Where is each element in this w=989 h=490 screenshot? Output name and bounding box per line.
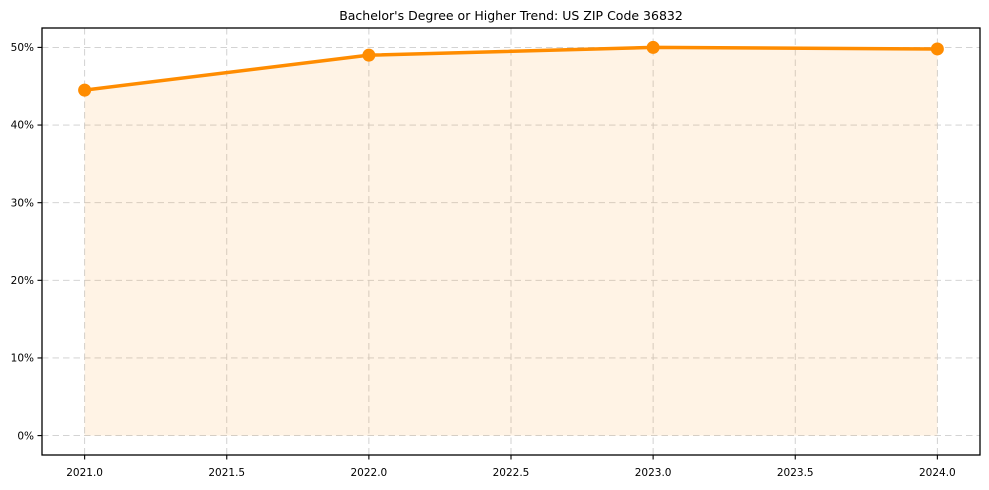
y-tick-label: 40%	[11, 120, 34, 132]
x-tick-label: 2024.0	[919, 467, 956, 479]
area-fill	[84, 47, 938, 436]
x-tick-label: 2022.0	[351, 467, 388, 479]
x-tick-label: 2023.5	[777, 467, 814, 479]
x-tick-label: 2021.0	[66, 467, 103, 479]
y-tick-label: 50%	[11, 42, 34, 54]
x-tick-label: 2022.5	[493, 467, 530, 479]
x-tick-label: 2023.0	[635, 467, 672, 479]
x-tick-label: 2021.5	[208, 467, 245, 479]
data-point-marker	[362, 48, 376, 62]
data-point-marker	[78, 83, 92, 97]
data-point-marker	[930, 42, 944, 56]
y-tick-label: 10%	[11, 353, 34, 365]
data-point-marker	[646, 40, 660, 54]
y-tick-label: 20%	[11, 275, 34, 287]
chart-title: Bachelor's Degree or Higher Trend: US ZI…	[339, 8, 683, 23]
y-tick-label: 0%	[17, 430, 34, 442]
trend-line	[82, 45, 940, 92]
y-tick-label: 30%	[11, 197, 34, 209]
